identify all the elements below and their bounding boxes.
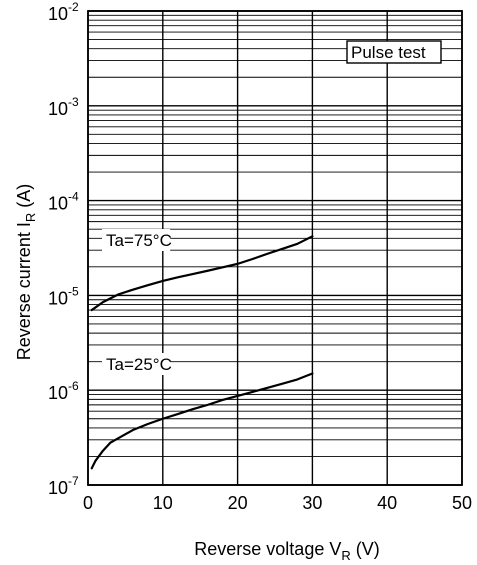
x-tick-labels: 0 10 20 30 40 50 bbox=[83, 493, 472, 513]
x-tick-label: 10 bbox=[153, 493, 173, 513]
pulse-test-annotation: Pulse test bbox=[351, 43, 426, 62]
y-tick-label: 10-7 bbox=[48, 474, 79, 498]
series-layer bbox=[90, 235, 314, 470]
x-tick-label: 40 bbox=[377, 493, 397, 513]
y-tick-labels: 10-7 10-6 10-5 10-4 10-3 10-2 bbox=[48, 0, 79, 498]
series-label-ta25-box bbox=[102, 353, 171, 375]
x-tick-label: 20 bbox=[228, 493, 248, 513]
plot-frame bbox=[87, 10, 463, 486]
y-tick-label: 10-4 bbox=[48, 190, 79, 214]
y-tick-label: 10-3 bbox=[48, 95, 79, 119]
pulse-test-annotation-box bbox=[346, 40, 442, 64]
series-label-ta25: Ta=25°C bbox=[106, 355, 172, 374]
y-tick-label: 10-6 bbox=[48, 379, 79, 403]
series-line-0 bbox=[90, 235, 314, 312]
x-tick-label: 50 bbox=[452, 493, 472, 513]
y-tick-label: 10-2 bbox=[48, 0, 79, 24]
series-label-ta75: Ta=75°C bbox=[106, 231, 172, 250]
x-tick-label: 30 bbox=[302, 493, 322, 513]
series-line-1 bbox=[90, 372, 314, 470]
y-axis-label: Reverse current IR (A) bbox=[14, 184, 38, 360]
x-tick-label: 0 bbox=[83, 493, 93, 513]
minor-gridlines bbox=[88, 14, 462, 457]
series-label-ta75-box bbox=[102, 229, 171, 251]
y-tick-label: 10-5 bbox=[48, 284, 79, 308]
x-axis-label: Reverse voltage VR (V) bbox=[194, 539, 379, 563]
annotations: Ta=75°C Ta=25°C Pulse test bbox=[102, 40, 442, 375]
